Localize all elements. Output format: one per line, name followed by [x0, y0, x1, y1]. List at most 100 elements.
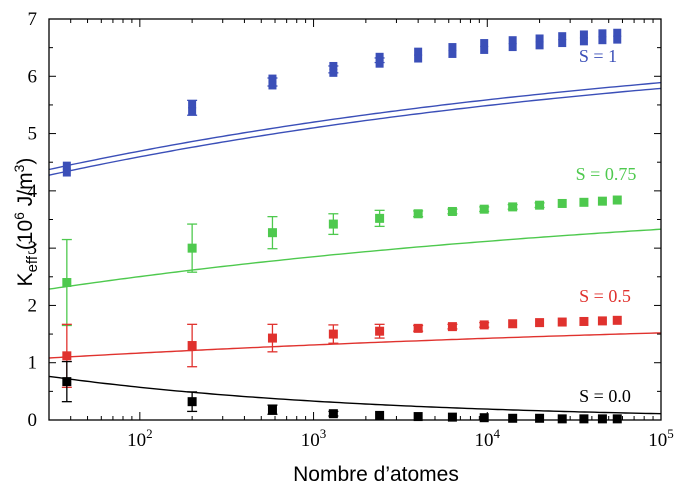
data-marker — [597, 196, 607, 206]
y-tick-label: 3 — [28, 238, 38, 259]
data-marker — [328, 409, 338, 419]
data-marker — [557, 198, 567, 208]
data-marker — [612, 414, 622, 424]
fit-curves — [48, 81, 662, 415]
data-marker — [413, 209, 423, 219]
data-marker — [535, 34, 544, 43]
data-marker — [414, 54, 423, 63]
data-marker — [375, 213, 385, 223]
axis-ticks — [48, 18, 662, 421]
data-marker — [447, 412, 457, 422]
data-marker — [598, 29, 607, 38]
data-marker — [375, 59, 384, 68]
y-axis-title-unit-exp: 3 — [11, 164, 27, 172]
data-marker — [579, 197, 589, 207]
data-marker — [557, 317, 567, 327]
y-tick-label: 4 — [28, 181, 38, 202]
data-marker — [329, 61, 338, 70]
series-annotations: S = 1 S = 0.75 S = 0.5 S = 0.0 — [576, 46, 637, 406]
data-marker — [613, 35, 622, 44]
data-marker — [447, 206, 457, 216]
y-tick-label: 7 — [28, 9, 38, 30]
y-axis-title-unit: J/m — [14, 172, 37, 212]
data-marker — [535, 318, 545, 328]
data-marker — [62, 278, 72, 288]
y-tick-label: 5 — [28, 124, 38, 145]
data-marker — [187, 341, 197, 351]
data-marker — [187, 243, 197, 253]
y-axis-title-open: (10 — [14, 220, 37, 256]
data-marker — [598, 36, 607, 45]
data-marker — [579, 414, 589, 424]
data-marker — [447, 322, 457, 332]
data-marker — [508, 319, 518, 329]
data-marker — [188, 100, 197, 109]
data-marker — [375, 326, 385, 336]
x-axis-title: Nombre d’atomes — [293, 463, 459, 486]
data-marker — [268, 81, 277, 90]
data-markers — [62, 28, 622, 424]
data-marker — [187, 397, 197, 407]
data-marker — [62, 168, 71, 177]
x-tick-label: 105 — [648, 426, 674, 451]
data-marker — [414, 47, 423, 56]
data-marker — [579, 37, 588, 46]
data-marker — [597, 414, 607, 424]
data-marker — [508, 36, 517, 45]
series-label: S = 1 — [579, 46, 617, 66]
data-marker — [267, 228, 277, 238]
data-marker — [579, 316, 589, 326]
data-marker — [188, 107, 197, 116]
data-marker — [62, 377, 72, 387]
data-marker — [375, 410, 385, 420]
data-marker — [448, 49, 457, 58]
plot-frame — [48, 18, 662, 421]
data-marker — [558, 32, 567, 41]
data-marker — [579, 30, 588, 39]
series-label: S = 0.0 — [579, 386, 631, 406]
x-tick-label: 103 — [301, 426, 327, 451]
data-marker — [267, 333, 277, 343]
data-marker — [597, 316, 607, 326]
data-marker — [375, 52, 384, 61]
error-bars — [61, 57, 545, 417]
series-label: S = 0.5 — [579, 286, 631, 306]
y-tick-label: 2 — [28, 295, 38, 316]
data-marker — [535, 200, 545, 210]
data-marker — [448, 43, 457, 52]
fit-curve — [48, 332, 662, 359]
y-axis-title-prefix: K — [14, 272, 37, 286]
y-axis-title-close: ) — [14, 158, 37, 165]
data-marker — [328, 329, 338, 339]
data-marker — [479, 413, 489, 423]
data-marker — [508, 43, 517, 52]
y-tick-label: 6 — [28, 66, 38, 87]
fit-curve — [48, 228, 662, 290]
data-marker — [479, 320, 489, 330]
y-axis-title-exp: 6 — [11, 212, 27, 220]
data-marker — [479, 204, 489, 214]
data-marker — [558, 39, 567, 48]
x-tick-label: 104 — [475, 426, 501, 451]
data-marker — [508, 202, 518, 212]
data-marker — [328, 219, 338, 229]
y-axis-title: Keff (106 J/m3) — [11, 158, 41, 287]
data-marker — [267, 405, 277, 415]
data-marker — [480, 45, 489, 54]
fit-curve — [48, 87, 662, 176]
y-tick-label: 0 — [28, 410, 38, 431]
data-marker — [612, 195, 622, 205]
data-marker — [62, 161, 71, 170]
y-tick-label: 1 — [28, 353, 38, 374]
data-marker — [557, 414, 567, 424]
fit-curve — [48, 375, 662, 415]
data-marker — [613, 28, 622, 37]
x-tick-label: 102 — [127, 426, 153, 451]
data-marker — [612, 315, 622, 325]
data-marker — [535, 41, 544, 50]
y-axis-title-subscript: eff — [24, 255, 41, 272]
series-label: S = 0.75 — [576, 164, 637, 184]
data-marker — [413, 323, 423, 333]
data-marker — [329, 68, 338, 77]
